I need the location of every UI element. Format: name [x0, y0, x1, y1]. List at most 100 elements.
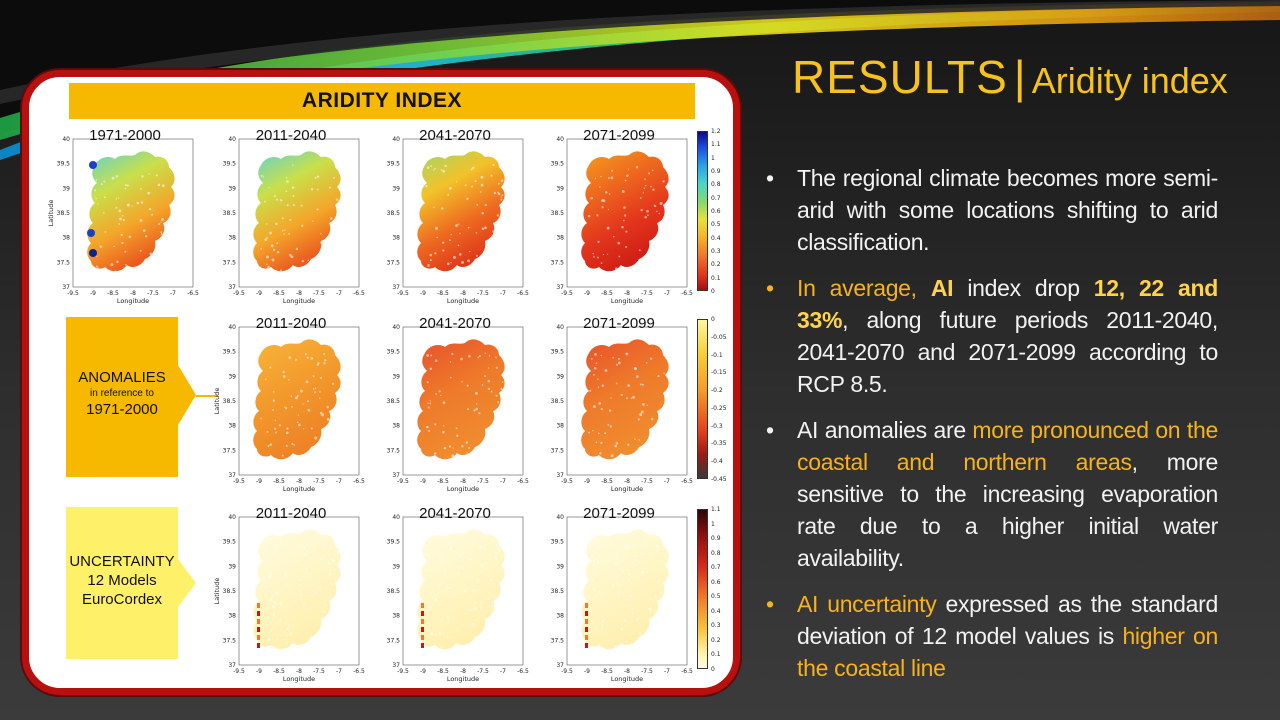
colorbar-tick: 0.7	[711, 564, 721, 572]
anomalies-arrow-shape	[66, 317, 218, 477]
colorbar-tick: 0.7	[711, 194, 721, 202]
map-speckle	[149, 252, 153, 256]
map-speckle	[260, 174, 263, 177]
anomalies-label: ANOMALIES	[78, 369, 166, 386]
x-tick-label: -9	[420, 478, 426, 485]
x-tick-label: -6.5	[187, 290, 199, 297]
map-speckle	[465, 441, 469, 444]
map-speckle	[461, 587, 464, 590]
map-speckle	[161, 184, 165, 188]
map-speckle	[336, 546, 339, 548]
x-tick-label: -9	[584, 668, 590, 675]
map-speckle	[326, 266, 329, 269]
map-speckle	[310, 357, 314, 360]
map-speckle	[594, 596, 597, 599]
map-speckle	[631, 459, 634, 463]
map-speckle	[438, 553, 441, 556]
map-speckle	[318, 390, 321, 393]
bullet-2-text-b: AI	[930, 275, 954, 301]
x-tick-label: -9.5	[561, 668, 573, 675]
colorbar-tick: -0.05	[711, 333, 727, 341]
map-speckle	[664, 415, 667, 418]
colorbar-tick: 0.1	[711, 274, 721, 282]
y-tick-label: 37.5	[387, 447, 401, 454]
coastal-spot	[421, 627, 424, 632]
y-tick-label: 39.5	[551, 539, 565, 546]
x-tick-label: -7.5	[147, 290, 159, 297]
map-speckle	[592, 373, 595, 376]
map-speckle	[120, 233, 124, 237]
x-axis-label: Longitude	[611, 675, 643, 683]
map-speckle	[618, 255, 621, 258]
map-speckle	[443, 424, 445, 427]
map-speckle	[597, 432, 600, 435]
map-speckle	[455, 181, 458, 183]
map-speckle	[307, 259, 310, 262]
y-tick-label: 38.5	[387, 398, 401, 405]
colorbar-tick: 0	[711, 288, 715, 295]
map-speckle	[500, 387, 503, 391]
map-speckle	[662, 180, 665, 183]
map-speckle	[474, 601, 476, 604]
map-speckle	[329, 186, 331, 189]
map-anom-2011-2040: -9.5 -9 -8.5 -8 -7.5 -7 -6.5 40 39.5 39 38.5 38 37.5…	[211, 313, 371, 493]
map-speckle	[639, 413, 643, 416]
x-tick-label: -8.5	[601, 668, 613, 675]
map-speckle	[659, 201, 663, 205]
map-speckle	[484, 375, 486, 378]
map-speckle	[113, 245, 115, 248]
map-plot: -9.5 -9 -8.5 -8 -7.5 -7 -6.5 40 39.5 39 38.5 38 37.5…	[551, 136, 693, 305]
y-tick-label: 38	[228, 613, 236, 620]
map-speckle	[264, 200, 267, 203]
y-tick-label: 38.5	[223, 588, 237, 595]
map-speckle	[597, 378, 599, 380]
map-speckle	[148, 173, 150, 175]
map-speckle	[600, 175, 602, 178]
colorbar-tick: -0.2	[711, 387, 723, 395]
map-speckle	[635, 165, 639, 169]
map-unc-2011-2040: -9.5 -9 -8.5 -8 -7.5 -7 -6.5 40 39.5 39 38.5 38 37.5…	[211, 503, 371, 683]
map-speckle	[322, 432, 325, 435]
map-speckle	[269, 598, 272, 602]
map-speckle	[589, 389, 592, 392]
map-speckle	[95, 197, 97, 200]
map-frame	[402, 326, 524, 476]
map-speckle	[428, 605, 432, 609]
coastal-spot	[585, 603, 588, 608]
map-speckle	[610, 397, 612, 399]
map-speckle	[438, 631, 442, 635]
map-speckle	[455, 427, 458, 430]
map-speckle	[285, 572, 287, 575]
x-tick-label: -6.5	[353, 478, 365, 485]
x-axis-label: Longitude	[447, 297, 479, 305]
x-tick-label: -9	[256, 478, 262, 485]
map-plot: -9.5 -9 -8.5 -8 -7.5 -7 -6.5 40 39.5 39 38.5 38 37.5…	[223, 136, 365, 305]
map-speckle	[313, 272, 316, 275]
map-speckle	[466, 197, 469, 201]
map-speckle	[436, 457, 439, 461]
x-tick-label: -9	[256, 668, 262, 675]
title-sub: Aridity index	[1031, 60, 1228, 101]
colorbar-tick: 0.2	[711, 636, 721, 644]
map-speckle	[612, 356, 615, 359]
map-speckle	[627, 168, 630, 170]
map-speckle	[430, 164, 433, 167]
map-speckle	[654, 596, 657, 599]
x-axis-label: Longitude	[283, 485, 315, 493]
map-speckle	[657, 428, 661, 432]
x-tick-label: -7	[336, 290, 342, 297]
coastal-spot	[585, 611, 588, 616]
map-speckle	[333, 176, 335, 179]
map-speckle	[305, 567, 308, 570]
bullet-dot: •	[766, 275, 774, 301]
coastal-spot	[89, 249, 97, 257]
map-period-label: 2071-2099	[583, 505, 655, 522]
map-speckle	[617, 241, 621, 245]
map-speckle	[474, 646, 478, 650]
map-speckle	[270, 244, 274, 248]
map-speckle	[449, 361, 452, 363]
map-speckle	[490, 174, 493, 177]
region-shape	[581, 529, 669, 650]
coastal-spot	[421, 635, 424, 640]
map-speckle	[330, 217, 333, 220]
